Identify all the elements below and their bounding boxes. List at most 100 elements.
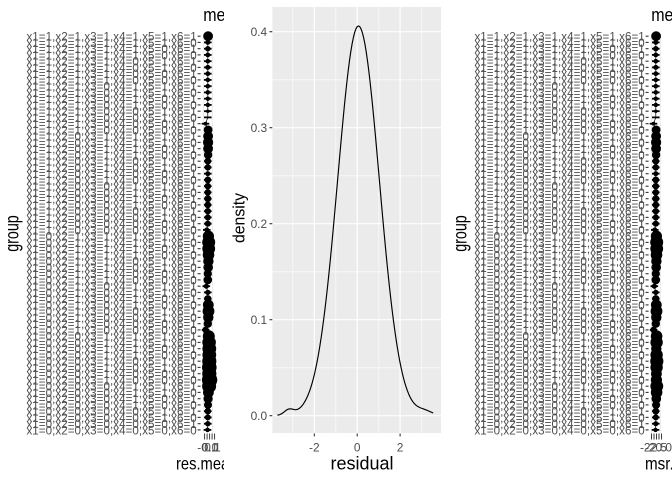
svg-text:x1=0,x2=1,x3=1,x4=1,x5=1,x6=1: x1=0,x2=1,x3=1,x4=1,x5=1,x6=1 xyxy=(474,231,644,244)
svg-text:x1=0,x2=1,x3=0,x4=0,x5=1,x6=1: x1=0,x2=1,x3=0,x4=0,x5=1,x6=1 xyxy=(26,306,196,319)
svg-text:x1=1,x2=1,x3=0,x4=1,x5=1,x6=0: x1=1,x2=1,x3=0,x4=1,x5=1,x6=0 xyxy=(26,87,196,100)
svg-text:density: density xyxy=(231,192,249,243)
svg-text:x1=1,x2=0,x3=1,x4=0,x5=1,x6=1: x1=1,x2=0,x3=1,x4=0,x5=1,x6=1 xyxy=(26,156,196,169)
svg-text:x1=1,x2=1,x3=1,x4=0,x5=1,x6=0: x1=1,x2=1,x3=1,x4=0,x5=1,x6=0 xyxy=(474,62,644,75)
svg-text:x1=1,x2=0,x3=1,x4=1,x5=1,x6=1: x1=1,x2=0,x3=1,x4=1,x5=1,x6=1 xyxy=(474,131,644,144)
svg-text:x1=0,x2=1,x3=0,x4=0,x5=0,x6=0: x1=0,x2=1,x3=0,x4=0,x5=0,x6=0 xyxy=(26,324,196,337)
svg-text:x1=0,x2=0,x3=0,x4=1,x5=1,x6=0: x1=0,x2=0,x3=0,x4=1,x5=1,x6=0 xyxy=(26,387,196,400)
svg-text:x1=0,x2=0,x3=0,x4=1,x5=1,x6=1: x1=0,x2=0,x3=0,x4=1,x5=1,x6=1 xyxy=(26,381,196,394)
svg-text:x1=1,x2=1,x3=1,x4=0,x5=1,x6=0: x1=1,x2=1,x3=1,x4=0,x5=1,x6=0 xyxy=(26,62,196,75)
svg-text:group: group xyxy=(3,215,24,252)
svg-text:x1=1,x2=0,x3=0,x4=0,x5=1,x6=0: x1=1,x2=0,x3=0,x4=0,x5=1,x6=0 xyxy=(26,212,196,225)
svg-text:x1=1,x2=1,x3=1,x4=0,x5=1,x6=1: x1=1,x2=1,x3=1,x4=0,x5=1,x6=1 xyxy=(26,56,196,69)
svg-text:x1=1,x2=0,x3=1,x4=0,x5=0,x6=1: x1=1,x2=0,x3=1,x4=0,x5=0,x6=1 xyxy=(26,168,196,181)
svg-text:x1=0,x2=1,x3=0,x4=1,x5=0,x6=1: x1=0,x2=1,x3=0,x4=1,x5=0,x6=1 xyxy=(474,293,644,306)
svg-text:x1=1,x2=0,x3=1,x4=1,x5=0,x6=0: x1=1,x2=0,x3=1,x4=1,x5=0,x6=0 xyxy=(474,149,644,162)
svg-text:x1=0,x2=0,x3=1,x4=1,x5=0,x6=1: x1=0,x2=0,x3=1,x4=1,x5=0,x6=1 xyxy=(26,343,196,356)
svg-text:x1=1,x2=0,x3=0,x4=0,x5=0,x6=0: x1=1,x2=0,x3=0,x4=0,x5=0,x6=0 xyxy=(26,224,196,237)
svg-text:x1=0,x2=0,x3=1,x4=0,x5=0,x6=0: x1=0,x2=0,x3=1,x4=0,x5=0,x6=0 xyxy=(474,374,644,387)
svg-text:x1=0,x2=1,x3=0,x4=0,x5=1,x6=1: x1=0,x2=1,x3=0,x4=0,x5=1,x6=1 xyxy=(474,306,644,319)
svg-text:x1=1,x2=1,x3=0,x4=0,x5=1,x6=0: x1=1,x2=1,x3=0,x4=0,x5=1,x6=0 xyxy=(26,112,196,125)
svg-text:x1=1,x2=1,x3=1,x4=1,x5=1,x6=1: x1=1,x2=1,x3=1,x4=1,x5=1,x6=1 xyxy=(26,31,196,44)
svg-text:x1=0,x2=1,x3=0,x4=0,x5=0,x6=1: x1=0,x2=1,x3=0,x4=0,x5=0,x6=1 xyxy=(26,318,196,331)
svg-text:x1=0,x2=0,x3=0,x4=1,x5=0,x6=0: x1=0,x2=0,x3=0,x4=1,x5=0,x6=0 xyxy=(26,399,196,412)
svg-text:x1=1,x2=0,x3=1,x4=1,x5=1,x6=0: x1=1,x2=0,x3=1,x4=1,x5=1,x6=0 xyxy=(26,137,196,150)
svg-text:x1=1,x2=1,x3=1,x4=1,x5=1,x6=0: x1=1,x2=1,x3=1,x4=1,x5=1,x6=0 xyxy=(474,37,644,50)
svg-text:x1=0,x2=1,x3=1,x4=0,x5=0,x6=0: x1=0,x2=1,x3=1,x4=0,x5=0,x6=0 xyxy=(474,274,644,287)
svg-text:x1=1,x2=0,x3=1,x4=0,x5=1,x6=0: x1=1,x2=0,x3=1,x4=0,x5=1,x6=0 xyxy=(26,162,196,175)
svg-text:x1=1,x2=1,x3=1,x4=1,x5=0,x6=1: x1=1,x2=1,x3=1,x4=1,x5=0,x6=1 xyxy=(474,43,644,56)
svg-text:x1=1,x2=0,x3=1,x4=1,x5=1,x6=0: x1=1,x2=0,x3=1,x4=1,x5=1,x6=0 xyxy=(474,137,644,150)
svg-text:x1=1,x2=0,x3=1,x4=0,x5=1,x6=0: x1=1,x2=0,x3=1,x4=0,x5=1,x6=0 xyxy=(474,162,644,175)
svg-text:x1=0,x2=1,x3=0,x4=1,x5=0,x6=1: x1=0,x2=1,x3=0,x4=1,x5=0,x6=1 xyxy=(26,293,196,306)
svg-text:0.3: 0.3 xyxy=(251,121,268,135)
svg-text:x1=0,x2=0,x3=0,x4=0,x5=1,x6=1: x1=0,x2=0,x3=0,x4=0,x5=1,x6=1 xyxy=(26,406,196,419)
svg-text:x1=1,x2=0,x3=0,x4=1,x5=1,x6=1: x1=1,x2=0,x3=0,x4=1,x5=1,x6=1 xyxy=(474,181,644,194)
svg-text:x1=1,x2=1,x3=0,x4=0,x5=1,x6=1: x1=1,x2=1,x3=0,x4=0,x5=1,x6=1 xyxy=(26,106,196,119)
svg-text:mean: mean xyxy=(203,5,243,25)
svg-text:x1=0,x2=1,x3=1,x4=0,x5=1,x6=0: x1=0,x2=1,x3=1,x4=0,x5=1,x6=0 xyxy=(474,262,644,275)
svg-text:x1=0,x2=0,x3=1,x4=0,x5=0,x6=0: x1=0,x2=0,x3=1,x4=0,x5=0,x6=0 xyxy=(26,374,196,387)
svg-text:x1=0,x2=1,x3=1,x4=0,x5=0,x6=0: x1=0,x2=1,x3=1,x4=0,x5=0,x6=0 xyxy=(26,274,196,287)
svg-text:x1=0,x2=0,x3=1,x4=1,x5=1,x6=1: x1=0,x2=0,x3=1,x4=1,x5=1,x6=1 xyxy=(26,331,196,344)
svg-text:x1=1,x2=0,x3=0,x4=0,x5=1,x6=0: x1=1,x2=0,x3=0,x4=0,x5=1,x6=0 xyxy=(474,212,644,225)
svg-text:-2: -2 xyxy=(309,441,320,455)
svg-text:x1=1,x2=1,x3=0,x4=1,x5=0,x6=1: x1=1,x2=1,x3=0,x4=1,x5=0,x6=1 xyxy=(474,93,644,106)
svg-text:x1=1,x2=1,x3=0,x4=0,x5=0,x6=1: x1=1,x2=1,x3=0,x4=0,x5=0,x6=1 xyxy=(26,118,196,131)
svg-text:x1=0,x2=1,x3=1,x4=0,x5=0,x6=1: x1=0,x2=1,x3=1,x4=0,x5=0,x6=1 xyxy=(474,268,644,281)
svg-text:res.mean: res.mean xyxy=(176,453,237,473)
svg-text:-20.0: -20.0 xyxy=(645,441,672,455)
svg-text:x1=1,x2=1,x3=0,x4=1,x5=0,x6=0: x1=1,x2=1,x3=0,x4=1,x5=0,x6=0 xyxy=(26,99,196,112)
svg-text:x1=0,x2=0,x3=1,x4=0,x5=0,x6=1: x1=0,x2=0,x3=1,x4=0,x5=0,x6=1 xyxy=(26,368,196,381)
svg-text:x1=1,x2=0,x3=0,x4=1,x5=0,x6=1: x1=1,x2=0,x3=0,x4=1,x5=0,x6=1 xyxy=(474,193,644,206)
svg-text:x1=0,x2=0,x3=1,x4=1,x5=0,x6=1: x1=0,x2=0,x3=1,x4=1,x5=0,x6=1 xyxy=(474,343,644,356)
svg-text:x1=1,x2=1,x3=0,x4=0,x5=1,x6=1: x1=1,x2=1,x3=0,x4=0,x5=1,x6=1 xyxy=(474,106,644,119)
svg-text:x1=0,x2=0,x3=0,x4=1,x5=0,x6=1: x1=0,x2=0,x3=0,x4=1,x5=0,x6=1 xyxy=(474,393,644,406)
svg-text:x1=1,x2=0,x3=1,x4=1,x5=0,x6=1: x1=1,x2=0,x3=1,x4=1,x5=0,x6=1 xyxy=(26,143,196,156)
svg-text:x1=1,x2=1,x3=1,x4=0,x5=0,x6=1: x1=1,x2=1,x3=1,x4=0,x5=0,x6=1 xyxy=(26,68,196,81)
svg-text:x1=1,x2=1,x3=1,x4=1,x5=0,x6=0: x1=1,x2=1,x3=1,x4=1,x5=0,x6=0 xyxy=(26,49,196,62)
svg-text:x1=1,x2=0,x3=0,x4=0,x5=1,x6=1: x1=1,x2=0,x3=0,x4=0,x5=1,x6=1 xyxy=(26,206,196,219)
svg-text:x1=0,x2=0,x3=1,x4=0,x5=0,x6=1: x1=0,x2=0,x3=1,x4=0,x5=0,x6=1 xyxy=(474,368,644,381)
svg-text:x1=1,x2=1,x3=1,x4=0,x5=0,x6=0: x1=1,x2=1,x3=1,x4=0,x5=0,x6=0 xyxy=(26,74,196,87)
svg-text:x1=0,x2=0,x3=0,x4=0,x5=0,x6=1: x1=0,x2=0,x3=0,x4=0,x5=0,x6=1 xyxy=(26,418,196,431)
svg-text:x1=1,x2=1,x3=0,x4=0,x5=0,x6=0: x1=1,x2=1,x3=0,x4=0,x5=0,x6=0 xyxy=(474,124,644,137)
svg-text:x1=1,x2=0,x3=0,x4=1,x5=1,x6=0: x1=1,x2=0,x3=0,x4=1,x5=1,x6=0 xyxy=(26,187,196,200)
svg-text:0.0: 0.0 xyxy=(251,409,268,423)
svg-text:x1=1,x2=0,x3=1,x4=1,x5=0,x6=0: x1=1,x2=0,x3=1,x4=1,x5=0,x6=0 xyxy=(26,149,196,162)
svg-text:x1=0,x2=0,x3=1,x4=0,x5=1,x6=0: x1=0,x2=0,x3=1,x4=0,x5=1,x6=0 xyxy=(26,362,196,375)
svg-text:0.0: 0.0 xyxy=(202,441,219,455)
svg-text:x1=1,x2=0,x3=1,x4=1,x5=1,x6=1: x1=1,x2=0,x3=1,x4=1,x5=1,x6=1 xyxy=(26,131,196,144)
svg-text:x1=1,x2=1,x3=1,x4=0,x5=0,x6=0: x1=1,x2=1,x3=1,x4=0,x5=0,x6=0 xyxy=(474,74,644,87)
svg-text:x1=0,x2=1,x3=1,x4=0,x5=1,x6=1: x1=0,x2=1,x3=1,x4=0,x5=1,x6=1 xyxy=(26,256,196,269)
svg-text:x1=1,x2=1,x3=1,x4=1,x5=1,x6=0: x1=1,x2=1,x3=1,x4=1,x5=1,x6=0 xyxy=(26,37,196,50)
svg-text:x1=0,x2=0,x3=1,x4=0,x5=1,x6=0: x1=0,x2=0,x3=1,x4=0,x5=1,x6=0 xyxy=(474,362,644,375)
svg-text:x1=1,x2=1,x3=0,x4=1,x5=1,x6=0: x1=1,x2=1,x3=0,x4=1,x5=1,x6=0 xyxy=(474,87,644,100)
svg-text:x1=0,x2=1,x3=0,x4=1,x5=1,x6=0: x1=0,x2=1,x3=0,x4=1,x5=1,x6=0 xyxy=(474,287,644,300)
svg-text:x1=1,x2=1,x3=1,x4=1,x5=0,x6=0: x1=1,x2=1,x3=1,x4=1,x5=0,x6=0 xyxy=(474,49,644,62)
svg-text:x1=0,x2=1,x3=1,x4=0,x5=0,x6=1: x1=0,x2=1,x3=1,x4=0,x5=0,x6=1 xyxy=(26,268,196,281)
svg-text:x1=1,x2=0,x3=0,x4=0,x5=1,x6=1: x1=1,x2=0,x3=0,x4=0,x5=1,x6=1 xyxy=(474,206,644,219)
svg-text:x1=0,x2=0,x3=0,x4=0,x5=0,x6=0: x1=0,x2=0,x3=0,x4=0,x5=0,x6=0 xyxy=(26,424,196,437)
svg-text:x1=0,x2=1,x3=1,x4=1,x5=1,x6=1: x1=0,x2=1,x3=1,x4=1,x5=1,x6=1 xyxy=(26,231,196,244)
svg-text:x1=1,x2=0,x3=1,x4=0,x5=1,x6=1: x1=1,x2=0,x3=1,x4=0,x5=1,x6=1 xyxy=(474,156,644,169)
svg-text:x1=1,x2=0,x3=0,x4=0,x5=0,x6=1: x1=1,x2=0,x3=0,x4=0,x5=0,x6=1 xyxy=(26,218,196,231)
svg-text:x1=0,x2=1,x3=0,x4=1,x5=1,x6=1: x1=0,x2=1,x3=0,x4=1,x5=1,x6=1 xyxy=(474,281,644,294)
svg-text:-0.1: -0.1 xyxy=(197,441,218,455)
svg-text:x1=0,x2=1,x3=1,x4=1,x5=0,x6=0: x1=0,x2=1,x3=1,x4=1,x5=0,x6=0 xyxy=(474,249,644,262)
svg-text:x1=1,x2=1,x3=0,x4=1,x5=1,x6=1: x1=1,x2=1,x3=0,x4=1,x5=1,x6=1 xyxy=(26,81,196,94)
svg-text:x1=0,x2=1,x3=1,x4=1,x5=0,x6=1: x1=0,x2=1,x3=1,x4=1,x5=0,x6=1 xyxy=(26,243,196,256)
svg-text:msr.mean: msr.mean xyxy=(645,453,672,473)
svg-text:x1=1,x2=1,x3=1,x4=0,x5=0,x6=1: x1=1,x2=1,x3=1,x4=0,x5=0,x6=1 xyxy=(474,68,644,81)
svg-text:x1=1,x2=1,x3=1,x4=0,x5=1,x6=1: x1=1,x2=1,x3=1,x4=0,x5=1,x6=1 xyxy=(474,56,644,69)
svg-text:x1=0,x2=0,x3=1,x4=1,x5=0,x6=0: x1=0,x2=0,x3=1,x4=1,x5=0,x6=0 xyxy=(474,349,644,362)
svg-text:x1=1,x2=0,x3=0,x4=1,x5=0,x6=0: x1=1,x2=0,x3=0,x4=1,x5=0,x6=0 xyxy=(474,199,644,212)
svg-text:x1=0,x2=0,x3=0,x4=0,x5=1,x6=0: x1=0,x2=0,x3=0,x4=0,x5=1,x6=0 xyxy=(26,412,196,425)
svg-text:x1=0,x2=0,x3=0,x4=0,x5=0,x6=0: x1=0,x2=0,x3=0,x4=0,x5=0,x6=0 xyxy=(474,424,644,437)
svg-text:x1=1,x2=0,x3=1,x4=1,x5=0,x6=1: x1=1,x2=0,x3=1,x4=1,x5=0,x6=1 xyxy=(474,143,644,156)
svg-text:x1=1,x2=1,x3=0,x4=0,x5=1,x6=0: x1=1,x2=1,x3=0,x4=0,x5=1,x6=0 xyxy=(474,112,644,125)
svg-text:x1=1,x2=1,x3=1,x4=1,x5=0,x6=1: x1=1,x2=1,x3=1,x4=1,x5=0,x6=1 xyxy=(26,43,196,56)
svg-text:x1=0,x2=1,x3=1,x4=1,x5=0,x6=1: x1=0,x2=1,x3=1,x4=1,x5=0,x6=1 xyxy=(474,243,644,256)
svg-text:x1=1,x2=0,x3=0,x4=1,x5=1,x6=0: x1=1,x2=0,x3=0,x4=1,x5=1,x6=0 xyxy=(474,187,644,200)
svg-text:-22.5: -22.5 xyxy=(640,441,667,455)
